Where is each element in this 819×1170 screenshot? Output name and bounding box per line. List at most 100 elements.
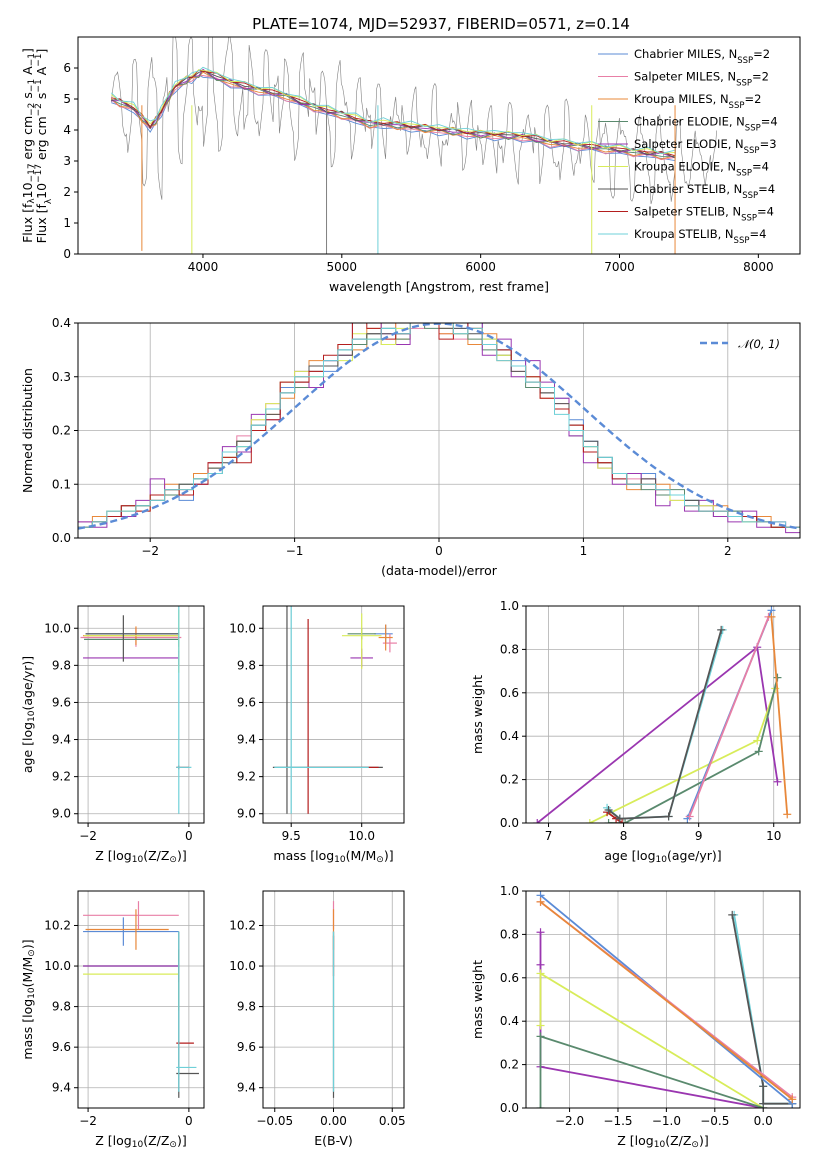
y-axis-label-part: ⊙ xyxy=(27,949,37,957)
legend-text: =4 xyxy=(749,227,766,241)
y-axis-label: mass [log10(M/M⊙)] xyxy=(20,939,37,1059)
legend-entry: Chabrier MILES, NSSP=2 xyxy=(634,47,770,66)
x-axis-label: age [log10(age/yr)] xyxy=(604,848,721,865)
y-tick-label: 9.6 xyxy=(237,1040,256,1054)
y-axis-label: Normed distribution xyxy=(20,368,35,493)
model-spectrum-line xyxy=(111,69,676,157)
y-tick-label: 9.8 xyxy=(52,1000,71,1014)
mass-weight-line xyxy=(536,645,779,823)
y-axis-label-part: −1 xyxy=(27,79,37,92)
y-tick-label: 0.6 xyxy=(500,971,519,985)
legend-sub: SSP xyxy=(744,146,760,156)
y-axis-label-part: 10 xyxy=(27,987,37,999)
y-axis-label: Flux [fλ10−17 erg cm−2 s−1 A−1] xyxy=(20,48,37,243)
x-tick-label: −0.5 xyxy=(700,1114,729,1128)
x-axis-label-part: )] xyxy=(384,848,394,863)
y-tick-label: 0 xyxy=(63,247,71,261)
y-tick-label: 4 xyxy=(63,123,71,137)
x-axis-label-part: (age/yr)] xyxy=(667,848,722,863)
y-axis-label-part: erg cm xyxy=(34,116,49,164)
y-tick-label: 9.2 xyxy=(52,770,71,784)
x-tick-label: −2 xyxy=(79,829,97,843)
y-tick-label: 0.4 xyxy=(500,1014,519,1028)
mass-weight-line xyxy=(608,677,779,823)
x-tick-label: 7 xyxy=(545,829,553,843)
x-tick-label: 2 xyxy=(724,544,732,558)
y-axis-label-part: age [log xyxy=(20,722,35,773)
legend-entry: Chabrier ELODIE, NSSP=4 xyxy=(634,115,778,134)
legend-text: Kroupa MILES, N xyxy=(634,92,729,106)
y-tick-label: 0.6 xyxy=(500,686,519,700)
y-tick-label: 9.0 xyxy=(237,807,256,821)
y-axis-label-part: 10 xyxy=(34,183,49,199)
x-axis-label: wavelength [Angstrom, rest frame] xyxy=(329,279,549,294)
legend-sub: SSP xyxy=(742,191,758,201)
legend-text: =4 xyxy=(758,182,775,196)
x-axis-label-part: ⊙ xyxy=(376,855,384,865)
y-axis-label-part: erg cm xyxy=(20,116,35,164)
y-tick-label: 9.4 xyxy=(237,1081,256,1095)
axes-age_vs_Z: −2 09.09.29.49.69.810.0Z [log10(Z/Z⊙)]age… xyxy=(20,605,205,865)
x-axis-label: mass [log10(M/M⊙)] xyxy=(273,848,393,865)
legend-text: Chabrier ELODIE, N xyxy=(634,115,745,129)
mass-weight-line xyxy=(589,688,777,823)
legend-text: =2 xyxy=(752,70,769,84)
y-axis-label-part: λ xyxy=(44,198,54,204)
y-tick-label: 9.6 xyxy=(237,695,256,709)
y-tick-label: 9.6 xyxy=(52,1040,71,1054)
legend-text: =4 xyxy=(757,205,774,219)
x-tick-label: 0 xyxy=(435,544,443,558)
legend-text: Kroupa STELIB, N xyxy=(634,227,734,241)
legend-text: =4 xyxy=(752,160,769,174)
y-axis-label-part: ] xyxy=(34,49,49,54)
x-tick-label: 0 xyxy=(185,1114,193,1128)
legend-text: Chabrier MILES, N xyxy=(634,47,737,61)
axes-spectrum: 4000 5000 6000 7000 8000 0 1 2 3 4 5 6 wavelength [A… xyxy=(20,36,801,294)
legend-entry: Salpeter ELODIE, NSSP=3 xyxy=(634,137,777,156)
x-axis-label-part: mass [log xyxy=(273,848,334,863)
y-tick-label: 9.8 xyxy=(237,658,256,672)
y-axis-label: mass weight xyxy=(470,675,485,754)
y-tick-label: 10.0 xyxy=(229,959,256,973)
y-tick-label: 9.2 xyxy=(237,770,256,784)
x-axis-label: Z [log10(Z/Z⊙)] xyxy=(95,848,186,865)
y-tick-label: 10.0 xyxy=(229,621,256,635)
model-spectrum-line xyxy=(110,66,676,155)
mass-weight-line xyxy=(539,901,793,1101)
y-tick-label: 9.8 xyxy=(52,658,71,672)
y-axis-label-part: −1 xyxy=(34,79,44,92)
legend-sub: SSP xyxy=(745,124,761,134)
plot-area xyxy=(80,606,192,814)
legend-entry: 𝒩(0, 1) xyxy=(738,337,780,351)
x-axis-label: Z [log10(Z/Z⊙)] xyxy=(617,1133,708,1150)
y-tick-label: 0.8 xyxy=(500,927,519,941)
histogram-series xyxy=(78,323,800,528)
y-tick-label: 0.0 xyxy=(500,1101,519,1115)
y-axis-label: Flux [fλ10−17 erg cm−2 s−1 A−1] xyxy=(34,49,54,244)
y-axis-label: mass weight xyxy=(470,960,485,1039)
x-tick-label: 10.0 xyxy=(348,829,375,843)
y-axis-label-part: A xyxy=(34,66,49,79)
y-tick-label: 9.8 xyxy=(237,1000,256,1014)
y-tick-label: 0.4 xyxy=(52,316,71,330)
x-tick-label: 0.0 xyxy=(754,1114,773,1128)
x-axis-label-part: ⊙ xyxy=(169,855,177,865)
x-axis-label-part: 10 xyxy=(334,855,346,865)
x-axis-label: E(B-V) xyxy=(314,1133,353,1148)
legend-sub: SSP xyxy=(741,214,757,224)
x-axis-label-part: 10 xyxy=(656,855,668,865)
y-tick-label: 0.8 xyxy=(500,642,519,656)
mass-weight-line xyxy=(770,616,789,815)
y-tick-label: 9.4 xyxy=(237,733,256,747)
y-tick-label: 9.4 xyxy=(52,733,71,747)
normal-curve xyxy=(78,323,800,530)
axes-mass_vs_ebv: −0.05 0.00 0.05 9.4 9.6 9.8 10.0 10.2 E(B-V) xyxy=(229,890,406,1148)
y-axis-label-part: λ xyxy=(27,198,37,204)
x-axis-label-part: )] xyxy=(177,848,187,863)
y-axis-label-part: 10 xyxy=(20,182,35,198)
plot-area xyxy=(533,606,792,823)
mass-weight-line xyxy=(608,629,723,820)
legend-text: Chabrier STELIB, N xyxy=(634,182,742,196)
figure-title: PLATE=1074, MJD=52937, FIBERID=0571, z=0… xyxy=(252,15,630,33)
